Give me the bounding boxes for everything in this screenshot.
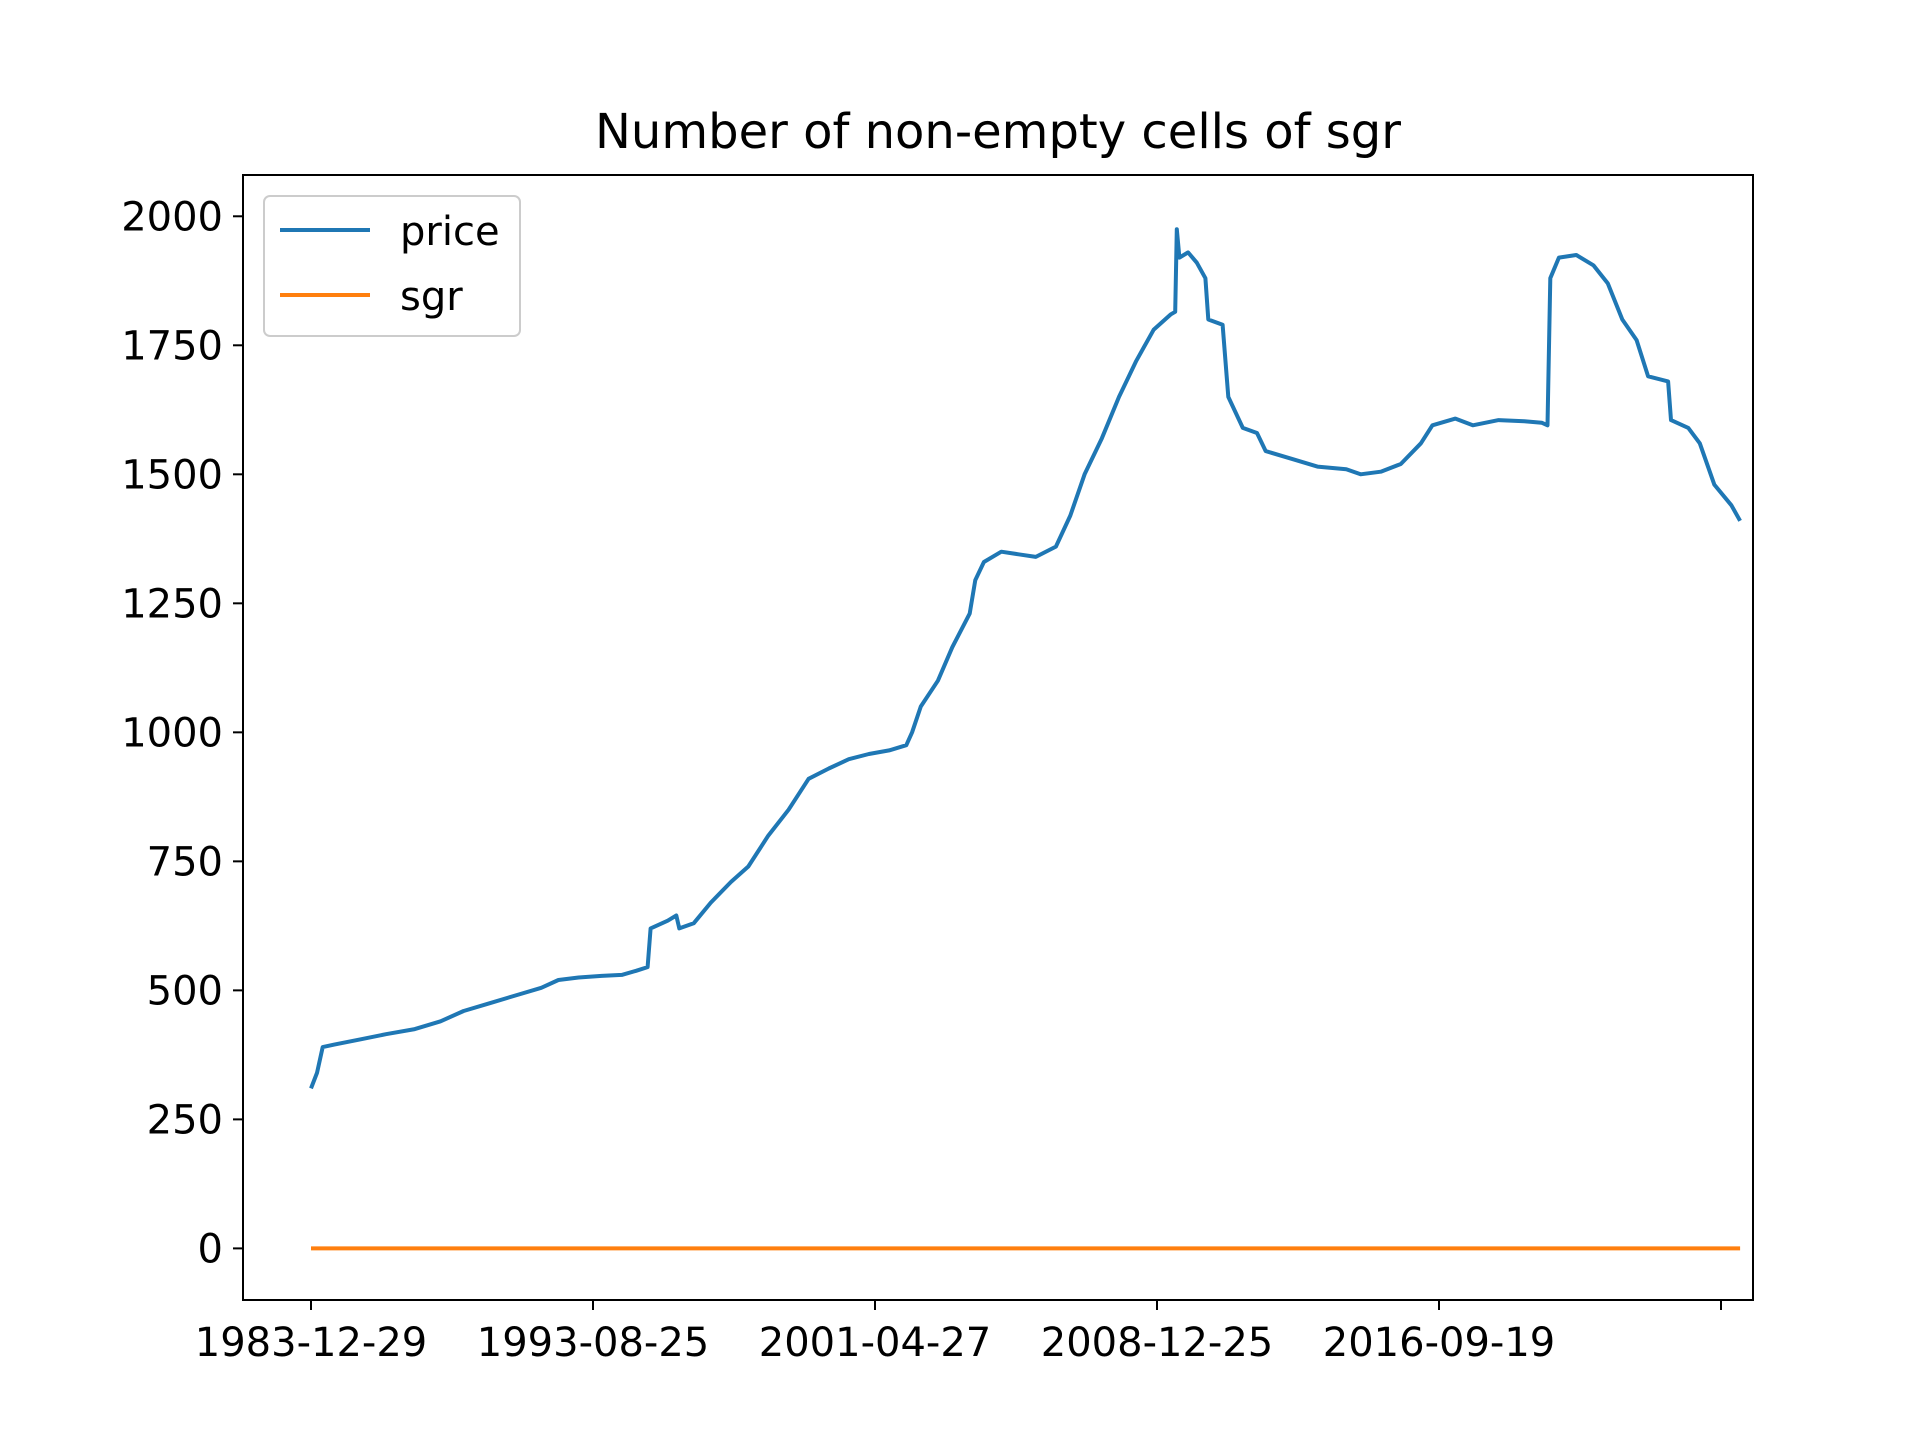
x-tick-label: 2008-12-25 <box>1041 1320 1273 1366</box>
y-tick-label: 1000 <box>121 710 223 756</box>
y-axis: 0 250 500 750 1000 1250 1500 1750 2000 <box>121 194 243 1272</box>
y-tick-label: 1750 <box>121 323 223 369</box>
chart-title: Number of non-empty cells of sgr <box>595 104 1401 160</box>
plot-frame <box>242 174 1754 1301</box>
series-line-price <box>309 227 1742 1090</box>
y-tick-label: 1500 <box>121 452 223 498</box>
series-layer <box>309 227 1742 1251</box>
y-tick-label: 250 <box>147 1097 223 1143</box>
x-tick-label: 1993-08-25 <box>477 1320 709 1366</box>
x-axis: 1983-12-29 1993-08-25 2001-04-27 2008-12-25… <box>195 1300 1722 1366</box>
x-tick-label: 1983-12-29 <box>195 1320 427 1366</box>
y-tick-label: 0 <box>198 1226 223 1272</box>
legend-label-sgr: sgr <box>400 274 463 320</box>
legend: price sgr <box>263 195 521 337</box>
y-tick-label: 2000 <box>121 194 223 240</box>
y-tick-label: 500 <box>147 968 223 1014</box>
y-tick-label: 1250 <box>121 581 223 627</box>
x-tick-label: 2001-04-27 <box>759 1320 991 1366</box>
x-tick-label: 2016-09-19 <box>1323 1320 1555 1366</box>
legend-label-price: price <box>400 209 500 255</box>
y-tick-label: 750 <box>147 839 223 885</box>
